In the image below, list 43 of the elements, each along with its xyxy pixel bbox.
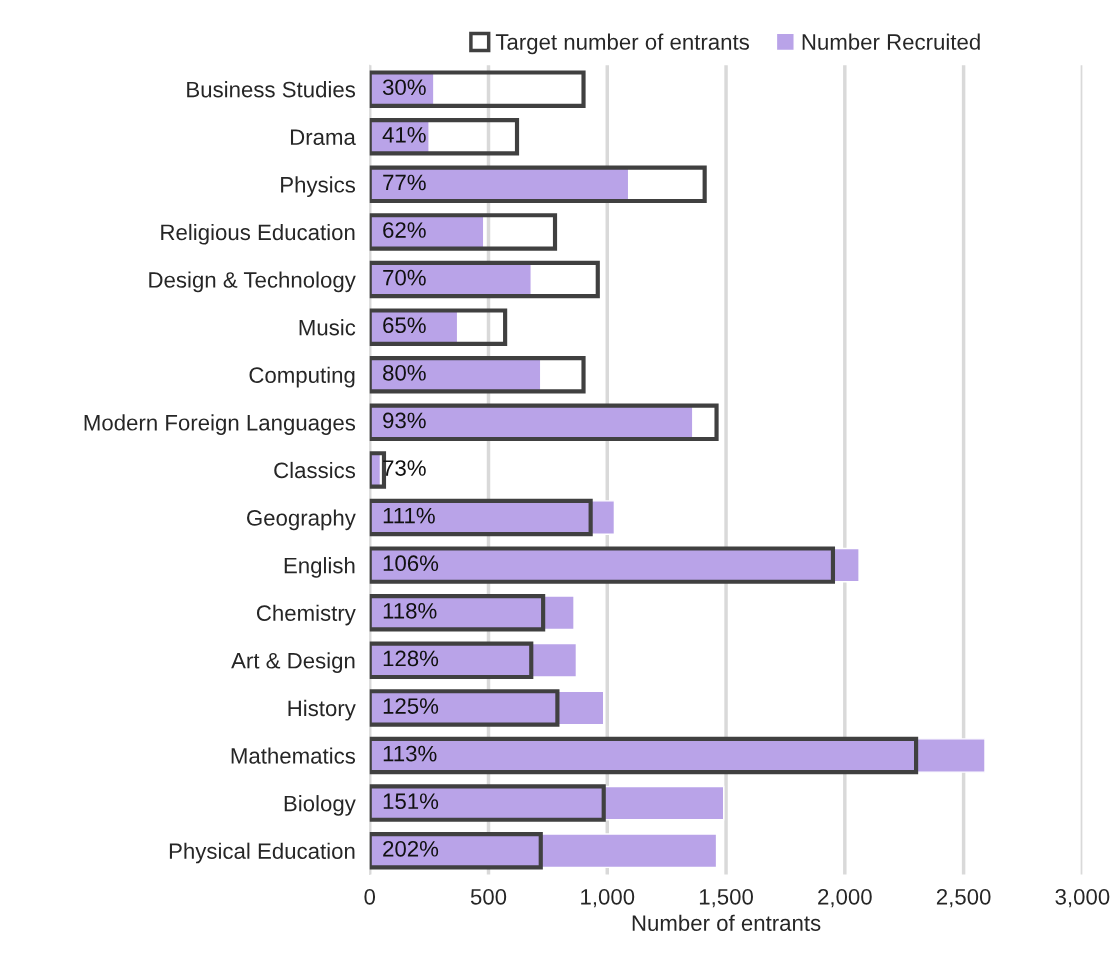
y-tick-label: Classics (274, 461, 356, 479)
y-tick-label: Computing (249, 366, 355, 388)
y-tick-label: Modern Foreign Languages (84, 414, 356, 435)
annotation: 113% (383, 745, 437, 762)
annotation: 65% (383, 317, 426, 334)
annotation: 128% (383, 650, 439, 667)
y-tick-label: Art & Design (231, 652, 355, 673)
x-tick-label: 2,000 (818, 888, 872, 908)
y-tick-label: Biology (284, 795, 356, 816)
x-tick-label: 1,000 (581, 888, 635, 908)
annotation: 62% (383, 222, 426, 238)
y-tick-label: Physics (281, 176, 356, 198)
annotation: 41% (382, 127, 426, 143)
annotation: 118% (383, 602, 437, 619)
y-tick-label: Drama (290, 129, 356, 146)
annotation: 70% (383, 269, 426, 286)
x-tick-label: 0 (364, 888, 376, 905)
x-tick-label: 1,500 (699, 888, 753, 908)
y-tick-label: English (284, 557, 355, 578)
y-tick-label: Music (299, 319, 356, 336)
annotation: 80% (383, 364, 426, 381)
y-tick-label: History (288, 699, 356, 721)
annotation: 93% (383, 412, 426, 429)
annotation: 151% (383, 793, 439, 810)
y-tick-label: Geography (247, 509, 356, 531)
y-tick-label: Business Studies (187, 81, 356, 98)
annotation: 106% (383, 555, 439, 572)
x-axis-title: Number of entrants (632, 914, 821, 931)
legend-label: Number Recruited (802, 33, 980, 50)
annotation: 125% (383, 698, 439, 714)
annotation: 30% (382, 79, 426, 96)
y-tick-label: Religious Education (161, 223, 355, 245)
x-tick-label: 2,500 (936, 888, 991, 908)
annotation: 111% (383, 507, 435, 524)
y-tick-label: Design & Technology (149, 271, 356, 293)
annotation: 77% (383, 174, 426, 191)
x-tick-label: 500 (470, 888, 507, 905)
legend-label: Target number of entrants (495, 33, 749, 55)
y-tick-label: Chemistry (256, 604, 356, 626)
y-tick-label: Physical Education (169, 842, 355, 864)
y-tick-label: Mathematics (231, 747, 356, 764)
annotation: 202% (383, 840, 439, 857)
x-tick-label: 3,000 (1055, 888, 1110, 908)
